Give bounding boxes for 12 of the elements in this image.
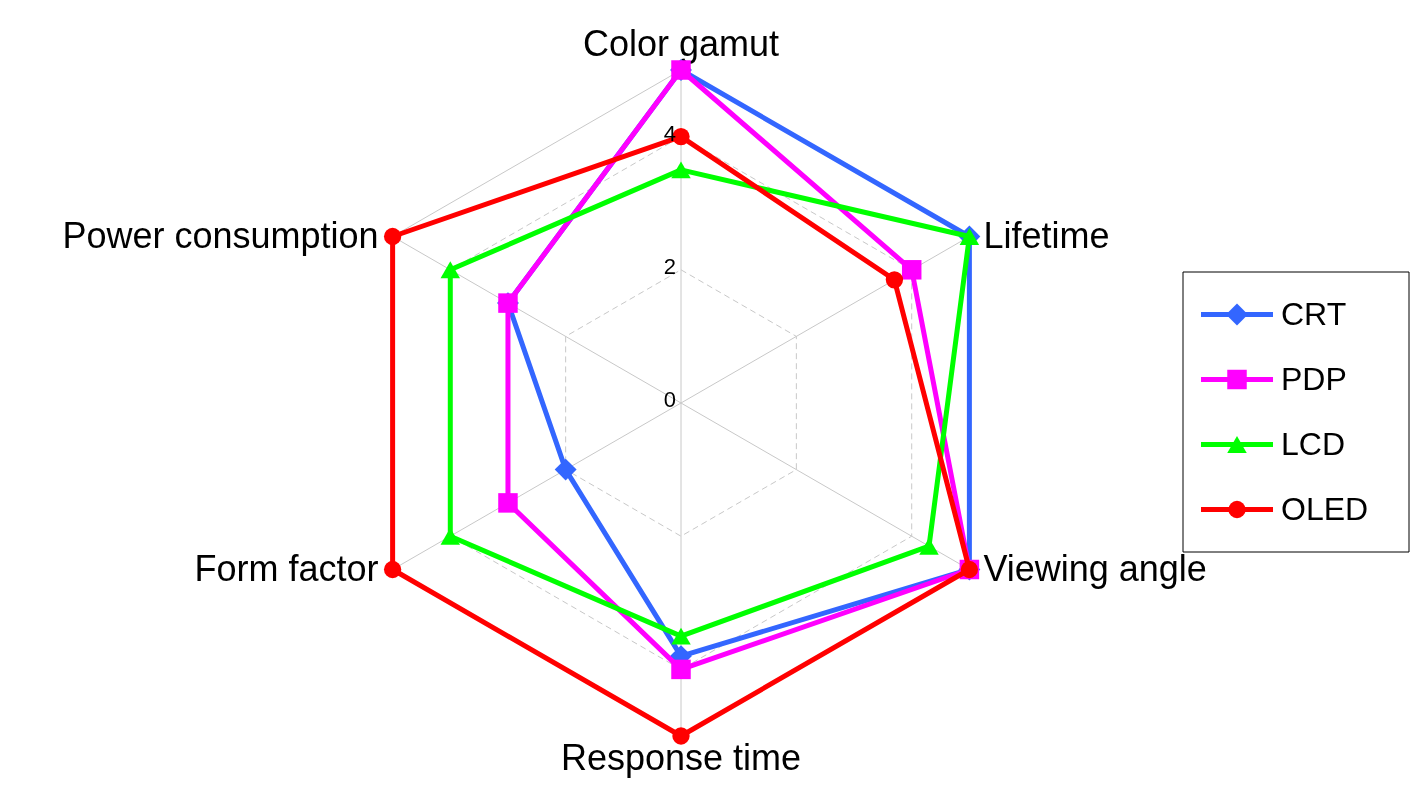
spoke-label: Power consumption	[62, 214, 379, 256]
legend-label: CRT	[1281, 295, 1347, 332]
legend-label: PDP	[1281, 360, 1347, 397]
legend-label: LCD	[1281, 425, 1346, 462]
y-tick-label: 0	[663, 387, 676, 412]
spoke-label: Lifetime	[983, 214, 1110, 256]
y-tick-label: 2	[663, 253, 676, 279]
spoke-label: Response time	[560, 737, 802, 778]
legend-label: OLED	[1281, 490, 1369, 527]
spoke-label: Viewing angle	[983, 547, 1207, 589]
spoke-label: Color gamut	[582, 23, 780, 64]
spoke-label: Form factor	[194, 547, 379, 589]
